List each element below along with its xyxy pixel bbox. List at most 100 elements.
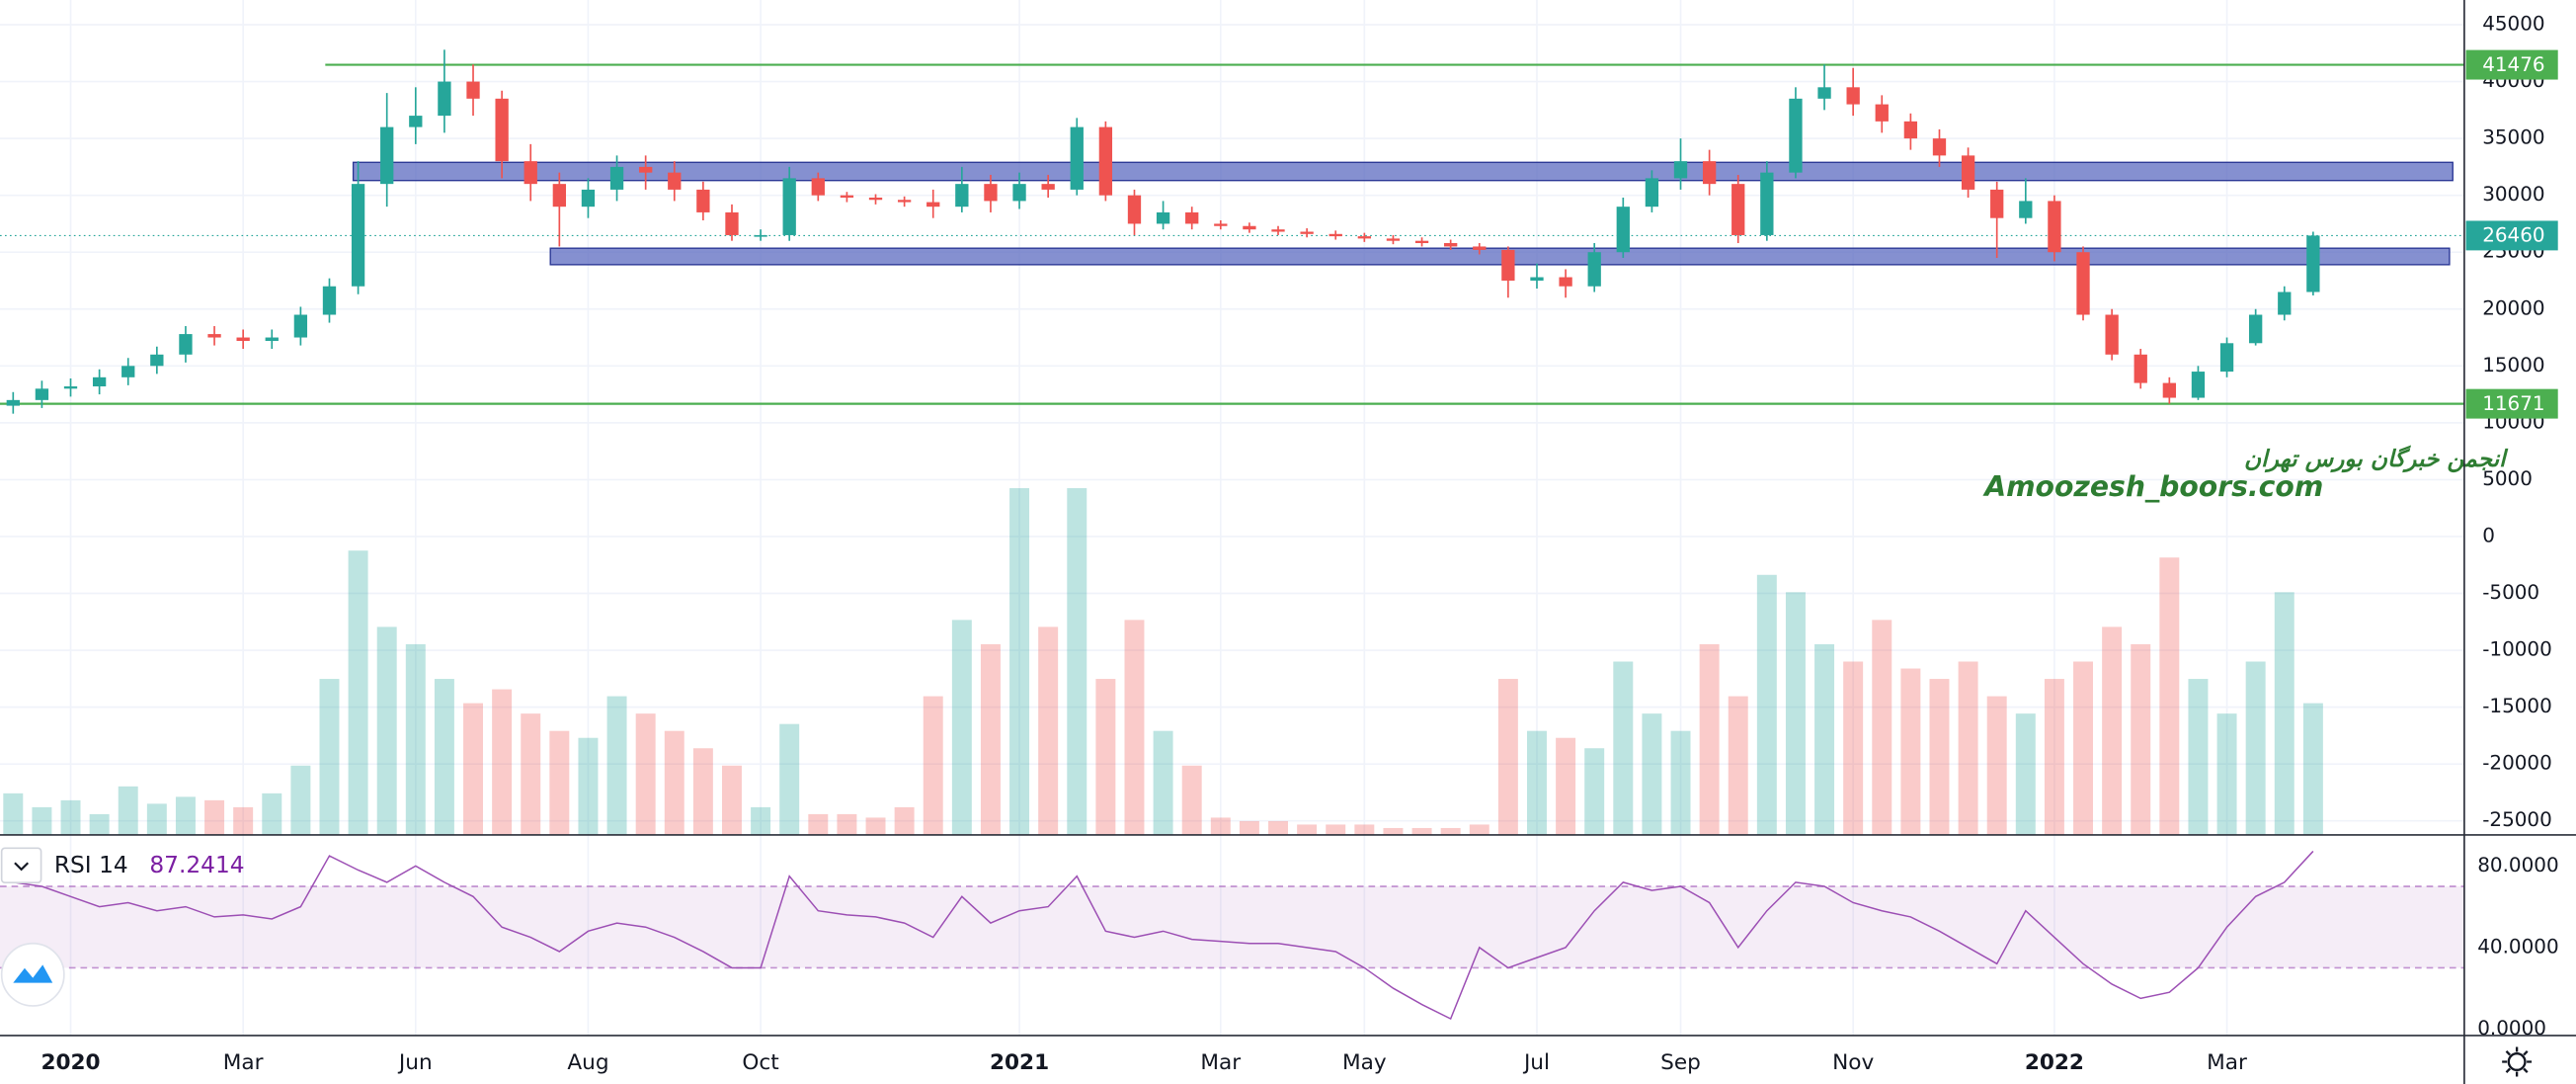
rsi-band <box>0 885 2464 968</box>
volume-bar <box>1642 713 1662 835</box>
candle-body <box>754 234 767 237</box>
candle-body <box>1473 246 1487 250</box>
support-resistance-zone <box>352 161 2454 182</box>
volume-bar <box>1067 488 1087 835</box>
candle-body <box>150 354 164 367</box>
grid <box>0 0 2464 1036</box>
volume-bar <box>2159 557 2180 835</box>
volume-bar <box>1326 824 1346 835</box>
x-tick-label: Nov <box>1832 1050 1874 1075</box>
volume-bar <box>1038 626 1059 835</box>
volume-bar <box>1181 765 1202 835</box>
chevron-icon <box>14 862 30 872</box>
volume-bar <box>1584 748 1605 835</box>
volume-bar <box>1670 730 1691 835</box>
gear-ring[interactable] <box>2507 1052 2527 1071</box>
candle-body <box>2048 201 2061 253</box>
candle-body <box>1156 211 1170 224</box>
x-tick-label: 2022 <box>2025 1050 2084 1075</box>
candle-body <box>179 334 193 355</box>
rsi-tick-label: 80.0000 <box>2477 853 2558 876</box>
volume-bar <box>1268 820 1288 835</box>
candle-body <box>1041 184 1055 190</box>
volume-bar <box>262 792 282 835</box>
candle-body <box>609 166 624 190</box>
logo-circle[interactable] <box>0 942 65 1007</box>
volume-bar <box>1124 620 1145 835</box>
candle-body <box>1414 240 1429 244</box>
candle-body <box>1817 87 1831 99</box>
candle-body <box>1530 277 1544 281</box>
volume-bar <box>290 765 311 835</box>
volume-bar <box>1958 661 1978 835</box>
volume-bar <box>2131 643 2151 835</box>
y-tick-label: 30000 <box>2482 182 2544 206</box>
candle-body <box>552 184 566 208</box>
candle-body <box>1673 161 1688 179</box>
volume-bar <box>2102 626 2123 835</box>
candle-body <box>1961 155 1975 190</box>
volume-bar <box>1556 737 1576 835</box>
volume-bar <box>2015 713 2036 835</box>
candle-body <box>1875 104 1889 122</box>
volume-bar <box>1756 574 1777 835</box>
candle-body <box>2076 252 2090 315</box>
volume-bar <box>175 796 196 835</box>
x-tick-label: Sep <box>1660 1050 1701 1075</box>
volume-bar <box>1613 661 1634 835</box>
candle-body <box>495 98 509 162</box>
candle-body <box>351 184 365 287</box>
level-label-box <box>2465 388 2558 419</box>
x-tick-label: Aug <box>567 1050 608 1075</box>
volume-bar <box>521 713 541 835</box>
volume-bar <box>951 620 972 835</box>
volume-bar <box>1297 824 1318 835</box>
candle-body <box>955 184 969 208</box>
candle-body <box>6 399 20 406</box>
x-tick-label: Jul <box>1522 1050 1550 1075</box>
volume-bar <box>1411 827 1432 835</box>
candle-body <box>1903 121 1918 139</box>
candle-body <box>265 337 279 341</box>
candle-body <box>2306 235 2320 292</box>
x-tick-label: May <box>1342 1050 1387 1075</box>
x-tick-label: 2020 <box>40 1050 100 1075</box>
candle-body <box>1386 238 1401 241</box>
volume-bar <box>1900 668 1921 835</box>
candle-body <box>868 197 883 201</box>
candle-body <box>1702 161 1717 185</box>
volume-bar <box>32 806 52 835</box>
level-label: 41476 <box>2482 52 2544 76</box>
rsi-tick-label: 40.0000 <box>2477 934 2558 958</box>
gear-teeth <box>2502 1046 2533 1077</box>
volume-bar <box>1497 679 1518 835</box>
candle-body <box>1214 223 1228 226</box>
level-label: 11671 <box>2482 391 2544 415</box>
y-tick-label: -5000 <box>2482 580 2539 604</box>
candle-body <box>1789 98 1803 173</box>
rsi-tick-label: 0.0000 <box>2477 1016 2546 1040</box>
settings-icon[interactable] <box>2502 1046 2533 1077</box>
candle-body <box>2278 292 2292 315</box>
candle-body <box>1587 252 1601 287</box>
logo[interactable] <box>0 942 65 1007</box>
watermark-site: Amoozesh_boors.com <box>1982 470 2323 503</box>
candle-body <box>926 202 940 208</box>
volume-bar <box>1843 661 1864 835</box>
volume-bar <box>434 679 454 835</box>
collapse-button[interactable] <box>0 847 42 884</box>
y-tick-label: 35000 <box>2482 125 2544 149</box>
volume-bar <box>1210 817 1231 835</box>
volume-bar <box>319 679 340 835</box>
candle-body <box>1070 126 1084 190</box>
y-tick-label: 15000 <box>2482 353 2544 376</box>
volume-bar <box>980 643 1001 835</box>
volume-bar <box>348 550 368 835</box>
volume-bar <box>692 748 713 835</box>
candle-body <box>840 195 854 198</box>
volume-bar <box>808 813 829 835</box>
volume-bar <box>146 803 167 835</box>
candle-body <box>1243 225 1256 230</box>
y-tick-label: -15000 <box>2482 694 2552 717</box>
